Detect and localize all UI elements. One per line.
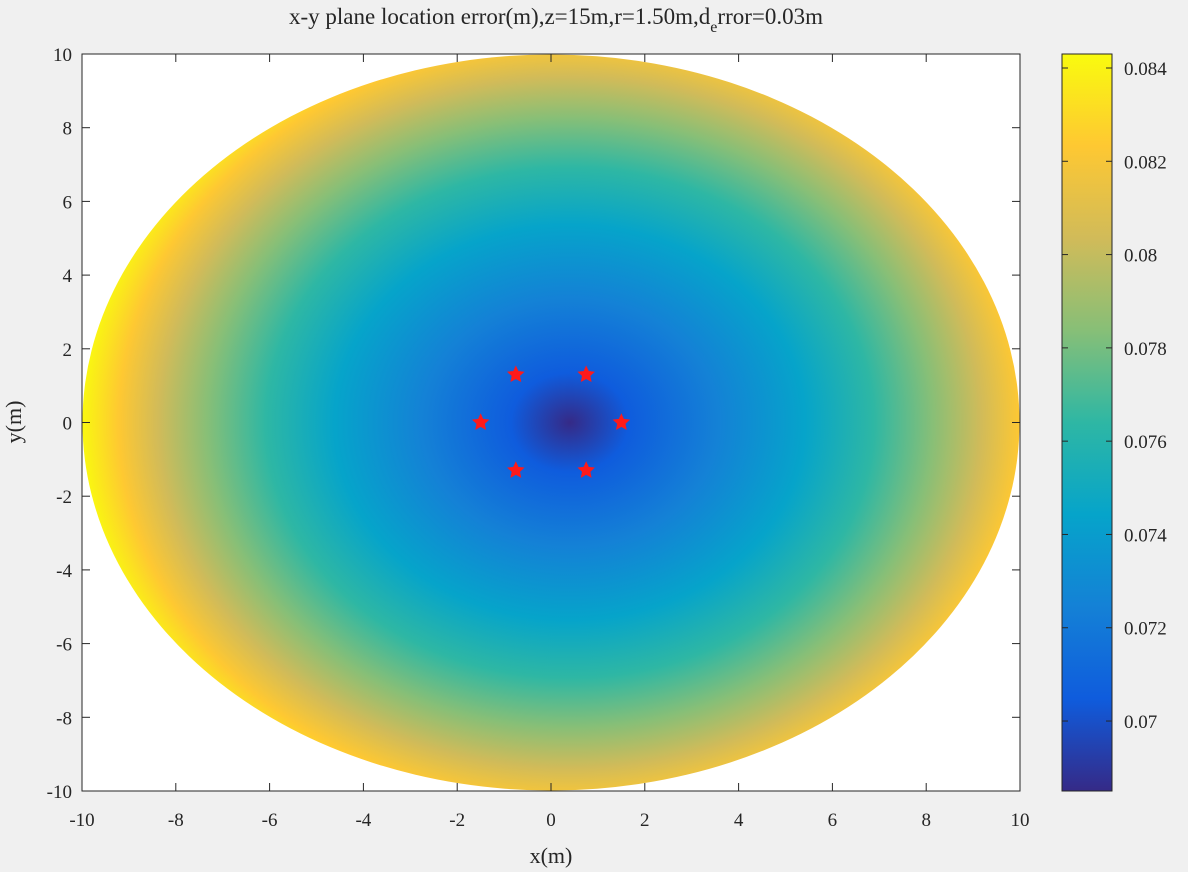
x-tick-label: -4 [355,810,371,831]
colorbar-tick-label: 0.072 [1124,619,1167,640]
y-tick-label: 10 [53,45,72,66]
colorbar-ticks: 0.07 0.072 0.074 0.076 0.078 0.08 0.082 0.084 [1062,59,1167,733]
y-tick-label: 2 [63,340,73,361]
y-tick-label: -2 [56,487,72,508]
x-tick-label: -6 [262,810,278,831]
x-tick-label: 10 [1011,810,1030,831]
chart-title-subscript: e [710,19,717,36]
colorbar-tick-label: 0.07 [1124,712,1157,733]
chart-title-tail: rror=0.03m [717,4,823,29]
colorbar-tick-label: 0.078 [1124,339,1167,360]
star-marker [612,413,631,430]
y-tick-label: -6 [56,635,72,656]
y-tick-label: -4 [56,561,72,582]
x-tick-label: -2 [449,810,465,831]
y-tick-label: 8 [63,119,73,140]
star-marker [471,413,490,430]
y-axis-label: y(m) [1,401,26,444]
marker-layer [471,365,631,478]
colorbar-tick-label: 0.082 [1124,152,1167,173]
star-marker [507,365,525,383]
x-tick-label: -8 [168,810,184,831]
y-tick-label: -10 [47,782,72,803]
error-field [82,54,1020,791]
x-tick-label: -10 [69,810,94,831]
colorbar-tick-label: 0.08 [1124,246,1157,267]
colorbar-tick-label: 0.074 [1124,525,1167,546]
x-tick-label: 2 [640,810,650,831]
star-marker [507,461,525,478]
star-marker [577,365,595,383]
y-tick-label: 6 [63,192,73,213]
y-tick-label: -8 [56,708,72,729]
y-axis-ticks: -10 -8 -6 -4 -2 0 2 4 6 8 10 [47,45,1020,803]
error-field-fill [82,54,1020,791]
y-tick-label: 0 [63,414,73,435]
chart-title-main: x-y plane location error(m),z=15m,r=1.50… [289,4,711,29]
x-tick-label: 0 [546,810,556,831]
x-tick-label: 6 [828,810,838,831]
colorbar [1061,53,1113,792]
x-axis-label: x(m) [530,843,573,868]
colorbar-tick-label: 0.076 [1124,432,1167,453]
chart-title: x-y plane location error(m),z=15m,r=1.50… [289,4,823,36]
x-tick-label: 4 [734,810,744,831]
star-marker [577,461,595,478]
y-tick-label: 4 [63,266,73,287]
x-axis-ticks: -10 -8 -6 -4 -2 0 2 4 6 8 10 [69,54,1030,831]
colorbar-tick-label: 0.084 [1124,59,1167,80]
x-tick-label: 8 [921,810,931,831]
plot-frame [81,53,1021,792]
